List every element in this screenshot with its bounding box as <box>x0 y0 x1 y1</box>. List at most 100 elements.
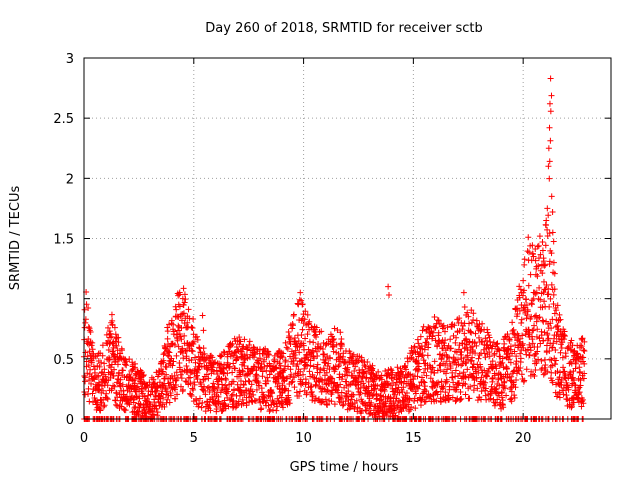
data-point <box>353 397 360 404</box>
data-point <box>570 348 577 355</box>
data-point <box>226 364 233 371</box>
data-point <box>223 376 230 383</box>
data-point <box>486 334 493 341</box>
data-point <box>525 234 532 241</box>
data-point <box>173 306 180 313</box>
data-point <box>188 324 195 331</box>
data-point <box>237 348 244 355</box>
data-point <box>291 352 298 359</box>
data-point <box>547 137 554 144</box>
data-point <box>501 340 508 347</box>
data-point <box>255 360 262 367</box>
data-point <box>518 371 525 378</box>
data-point <box>577 376 584 383</box>
data-point <box>449 394 456 401</box>
data-point <box>129 359 136 366</box>
data-point <box>412 405 419 412</box>
data-point <box>181 332 188 339</box>
data-point <box>259 368 266 375</box>
data-point <box>164 324 171 331</box>
data-point <box>415 340 422 347</box>
data-point <box>482 354 489 361</box>
data-point <box>312 382 319 389</box>
data-point <box>532 271 539 278</box>
data-point <box>346 369 353 376</box>
data-point <box>539 247 546 254</box>
data-point <box>286 332 293 339</box>
data-point <box>302 335 309 342</box>
data-point <box>577 382 584 389</box>
data-point <box>225 388 232 395</box>
data-point <box>248 381 255 388</box>
data-point <box>183 379 190 386</box>
data-point <box>467 350 474 357</box>
data-point <box>257 364 264 371</box>
data-point <box>574 350 581 357</box>
data-point <box>307 357 314 364</box>
data-point <box>557 349 564 356</box>
data-point <box>541 356 548 363</box>
data-point <box>548 281 555 288</box>
data-point <box>466 395 473 402</box>
data-point <box>156 379 163 386</box>
data-point <box>461 303 468 310</box>
data-point <box>352 363 359 370</box>
data-point <box>429 364 436 371</box>
data-point <box>374 382 381 389</box>
data-point <box>311 398 318 405</box>
data-point <box>101 366 108 373</box>
data-point <box>136 395 143 402</box>
data-point <box>319 398 326 405</box>
data-point <box>568 404 575 411</box>
data-point <box>165 348 172 355</box>
data-point <box>534 343 541 350</box>
data-point <box>530 371 537 378</box>
data-point <box>101 360 108 367</box>
data-point <box>241 336 248 343</box>
data-point <box>398 368 405 375</box>
data-point <box>324 388 331 395</box>
data-point <box>408 404 415 411</box>
data-point <box>455 346 462 353</box>
data-point <box>362 363 369 370</box>
data-point <box>514 310 521 317</box>
x-tick-label: 10 <box>295 431 312 446</box>
data-point <box>172 395 179 402</box>
data-point <box>161 403 168 410</box>
data-point <box>237 338 244 345</box>
data-point <box>505 356 512 363</box>
data-point <box>435 379 442 386</box>
data-point <box>119 347 126 354</box>
data-point <box>175 322 182 329</box>
data-point <box>415 366 422 373</box>
data-point <box>437 366 444 373</box>
data-point <box>245 377 252 384</box>
data-point <box>110 339 117 346</box>
data-point <box>443 378 450 385</box>
data-point <box>496 382 503 389</box>
data-point <box>291 373 298 380</box>
data-point <box>181 291 188 298</box>
data-point <box>327 355 334 362</box>
data-point <box>291 384 298 391</box>
data-point <box>252 397 259 404</box>
data-point <box>525 282 532 289</box>
data-point <box>87 328 94 335</box>
data-point <box>417 333 424 340</box>
data-point <box>290 350 297 357</box>
data-point <box>106 354 113 361</box>
data-point <box>230 378 237 385</box>
data-point <box>230 360 237 367</box>
data-point <box>455 380 462 387</box>
data-point <box>422 383 429 390</box>
data-point <box>183 353 190 360</box>
data-point <box>333 341 340 348</box>
data-point <box>412 390 419 397</box>
data-point <box>520 277 527 284</box>
data-point <box>333 387 340 394</box>
data-point <box>85 385 92 392</box>
data-point <box>163 364 170 371</box>
data-point <box>323 369 330 376</box>
data-point <box>457 388 464 395</box>
data-point <box>373 391 380 398</box>
